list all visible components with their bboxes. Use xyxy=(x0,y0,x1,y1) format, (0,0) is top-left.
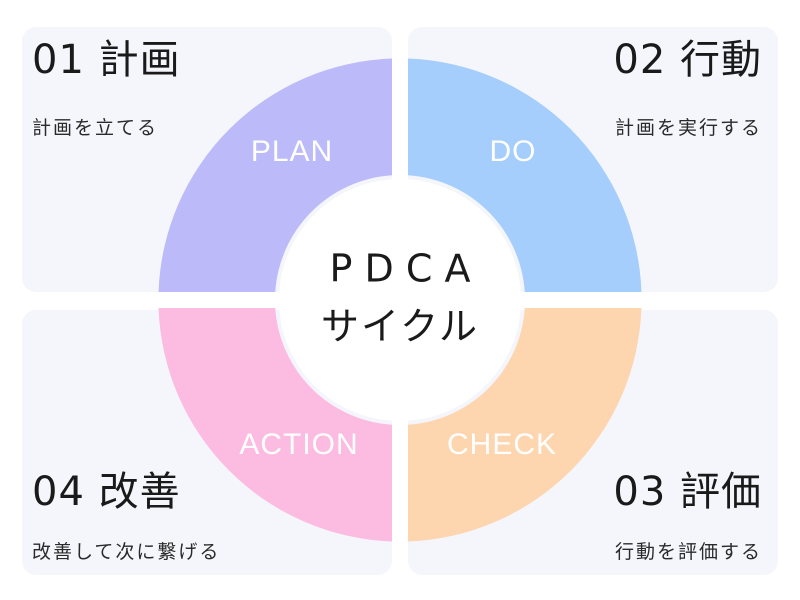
do-description: 計画を実行する xyxy=(614,117,762,139)
plan-description: 計画を立てる xyxy=(32,117,159,139)
center-title: P D C A xyxy=(330,247,471,291)
check-description: 行動を評価する xyxy=(614,541,762,563)
do-segment xyxy=(408,58,642,292)
action-title: 04 改善 xyxy=(32,469,181,515)
action-ring-label: ACTION xyxy=(239,428,358,461)
plan-ring-label: PLAN xyxy=(251,135,333,168)
action-description: 改善して次に繋げる xyxy=(32,541,221,563)
action-segment xyxy=(158,308,392,542)
center-subtitle: サイクル xyxy=(321,305,479,349)
plan-title: 01 計画 xyxy=(32,37,181,83)
check-segment xyxy=(408,308,642,542)
do-ring-label: DO xyxy=(490,135,537,168)
center-circle xyxy=(279,179,521,421)
check-ring-label: CHECK xyxy=(447,428,557,461)
do-title: 02 行動 xyxy=(613,37,762,83)
plan-segment xyxy=(158,58,392,292)
check-title: 03 評価 xyxy=(613,469,762,515)
